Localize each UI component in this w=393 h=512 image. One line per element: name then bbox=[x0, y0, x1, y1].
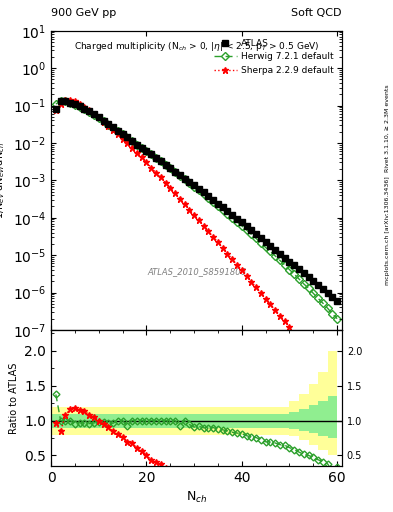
Sherpa 2.2.9 default bbox=[154, 169, 158, 176]
Legend: ATLAS, Herwig 7.2.1 default, Sherpa 2.2.9 default: ATLAS, Herwig 7.2.1 default, Sherpa 2.2.… bbox=[210, 35, 338, 78]
Sherpa 2.2.9 default bbox=[82, 103, 87, 110]
Sherpa 2.2.9 default bbox=[92, 111, 96, 117]
Sherpa 2.2.9 default bbox=[149, 164, 154, 170]
Sherpa 2.2.9 default bbox=[87, 107, 92, 113]
Line: ATLAS: ATLAS bbox=[53, 98, 340, 304]
ATLAS bbox=[149, 151, 154, 157]
Sherpa 2.2.9 default bbox=[192, 212, 196, 218]
Sherpa 2.2.9 default bbox=[263, 296, 268, 302]
Sherpa 2.2.9 default bbox=[249, 279, 254, 285]
Sherpa 2.2.9 default bbox=[173, 190, 177, 197]
Sherpa 2.2.9 default bbox=[211, 233, 215, 240]
Text: Rivet 3.1.10, ≥ 2.3M events: Rivet 3.1.10, ≥ 2.3M events bbox=[385, 84, 389, 172]
Text: 900 GeV pp: 900 GeV pp bbox=[51, 8, 116, 18]
Sherpa 2.2.9 default bbox=[144, 159, 149, 165]
Sherpa 2.2.9 default bbox=[201, 223, 206, 229]
ATLAS bbox=[335, 298, 340, 304]
Sherpa 2.2.9 default bbox=[196, 217, 201, 223]
Sherpa 2.2.9 default bbox=[168, 185, 173, 191]
Sherpa 2.2.9 default bbox=[134, 150, 139, 156]
Sherpa 2.2.9 default bbox=[158, 174, 163, 180]
Herwig 7.2.1 default bbox=[53, 101, 58, 107]
Sherpa 2.2.9 default bbox=[101, 119, 106, 125]
Line: Sherpa 2.2.9 default: Sherpa 2.2.9 default bbox=[52, 97, 293, 330]
Sherpa 2.2.9 default bbox=[116, 131, 120, 137]
Sherpa 2.2.9 default bbox=[96, 114, 101, 120]
Sherpa 2.2.9 default bbox=[239, 267, 244, 273]
Sherpa 2.2.9 default bbox=[77, 101, 82, 107]
ATLAS bbox=[58, 98, 63, 104]
ATLAS bbox=[130, 138, 134, 144]
Text: Soft QCD: Soft QCD bbox=[292, 8, 342, 18]
Sherpa 2.2.9 default bbox=[230, 256, 235, 262]
Sherpa 2.2.9 default bbox=[139, 154, 144, 160]
Herwig 7.2.1 default bbox=[154, 155, 158, 161]
Sherpa 2.2.9 default bbox=[216, 239, 220, 245]
Sherpa 2.2.9 default bbox=[277, 313, 282, 319]
Sherpa 2.2.9 default bbox=[130, 145, 134, 151]
Sherpa 2.2.9 default bbox=[235, 262, 239, 268]
Herwig 7.2.1 default bbox=[139, 145, 144, 151]
Text: Charged multiplicity (N$_{ch}$ > 0, |$\eta$| < 2.5, p$_T$ > 0.5 GeV): Charged multiplicity (N$_{ch}$ > 0, |$\e… bbox=[74, 40, 319, 53]
Herwig 7.2.1 default bbox=[58, 98, 63, 104]
X-axis label: N$_{ch}$: N$_{ch}$ bbox=[186, 490, 207, 505]
Text: mcplots.cern.ch [arXiv:1306.3436]: mcplots.cern.ch [arXiv:1306.3436] bbox=[385, 176, 389, 285]
Y-axis label: 1/N$_{ev}$ dN$_{ev}$/dN$_{ch}$: 1/N$_{ev}$ dN$_{ev}$/dN$_{ch}$ bbox=[0, 142, 7, 219]
ATLAS bbox=[235, 216, 239, 222]
ATLAS bbox=[106, 121, 111, 127]
Sherpa 2.2.9 default bbox=[287, 324, 292, 330]
Sherpa 2.2.9 default bbox=[106, 122, 111, 129]
Sherpa 2.2.9 default bbox=[225, 250, 230, 257]
Sherpa 2.2.9 default bbox=[163, 180, 168, 186]
Y-axis label: Ratio to ATLAS: Ratio to ATLAS bbox=[9, 362, 19, 434]
Sherpa 2.2.9 default bbox=[244, 273, 249, 279]
Sherpa 2.2.9 default bbox=[53, 106, 58, 113]
Sherpa 2.2.9 default bbox=[178, 196, 182, 202]
Sherpa 2.2.9 default bbox=[282, 318, 287, 325]
Sherpa 2.2.9 default bbox=[68, 97, 73, 103]
Sherpa 2.2.9 default bbox=[182, 201, 187, 207]
Sherpa 2.2.9 default bbox=[220, 245, 225, 251]
Herwig 7.2.1 default bbox=[235, 219, 239, 225]
Herwig 7.2.1 default bbox=[106, 121, 111, 127]
Sherpa 2.2.9 default bbox=[259, 290, 263, 296]
Sherpa 2.2.9 default bbox=[120, 136, 125, 142]
ATLAS bbox=[154, 155, 158, 161]
Line: Herwig 7.2.1 default: Herwig 7.2.1 default bbox=[53, 98, 340, 322]
ATLAS bbox=[139, 145, 144, 151]
Sherpa 2.2.9 default bbox=[268, 302, 273, 308]
Text: ATLAS_2010_S8591806: ATLAS_2010_S8591806 bbox=[147, 267, 246, 276]
Sherpa 2.2.9 default bbox=[111, 127, 116, 133]
Sherpa 2.2.9 default bbox=[206, 228, 211, 234]
ATLAS bbox=[53, 106, 58, 112]
Sherpa 2.2.9 default bbox=[63, 97, 68, 103]
Sherpa 2.2.9 default bbox=[125, 140, 130, 146]
Sherpa 2.2.9 default bbox=[273, 307, 277, 313]
Herwig 7.2.1 default bbox=[335, 315, 340, 322]
Sherpa 2.2.9 default bbox=[187, 206, 192, 212]
Herwig 7.2.1 default bbox=[130, 138, 134, 144]
Sherpa 2.2.9 default bbox=[254, 284, 259, 290]
Herwig 7.2.1 default bbox=[149, 151, 154, 157]
Sherpa 2.2.9 default bbox=[58, 101, 63, 107]
Sherpa 2.2.9 default bbox=[73, 98, 77, 104]
